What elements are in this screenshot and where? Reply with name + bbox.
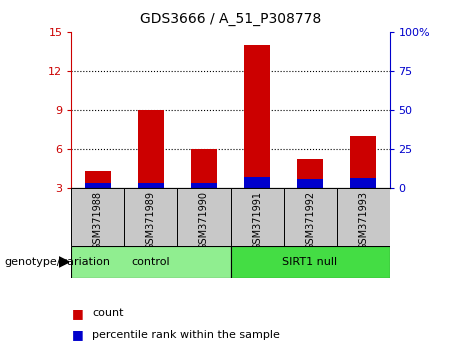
Bar [71,188,124,246]
Bar [85,183,111,188]
Text: GSM371991: GSM371991 [252,190,262,250]
Text: SIRT1 null: SIRT1 null [283,257,337,267]
Text: percentile rank within the sample: percentile rank within the sample [92,330,280,339]
Bar [297,179,323,188]
Text: count: count [92,308,124,318]
Text: ■: ■ [71,328,83,341]
Text: GSM371989: GSM371989 [146,190,156,250]
Bar [138,183,164,188]
Bar [244,177,270,188]
Bar [191,149,217,188]
Text: GSM371993: GSM371993 [358,190,368,250]
Polygon shape [59,257,69,267]
Bar [191,183,217,188]
Text: genotype/variation: genotype/variation [5,257,111,267]
Bar [337,188,390,246]
Bar [71,246,230,278]
Bar [284,188,337,246]
Bar [138,110,164,188]
Bar [124,188,177,246]
Text: ■: ■ [71,307,83,320]
Text: GDS3666 / A_51_P308778: GDS3666 / A_51_P308778 [140,12,321,27]
Text: GSM371992: GSM371992 [305,190,315,250]
Text: GSM371988: GSM371988 [93,190,103,250]
Bar [350,178,376,188]
Text: GSM371990: GSM371990 [199,190,209,250]
Text: control: control [132,257,170,267]
Bar [350,136,376,188]
Bar [85,171,111,188]
Bar [177,188,230,246]
Bar [244,45,270,188]
Bar [297,159,323,188]
Bar [230,188,284,246]
Bar [230,246,390,278]
